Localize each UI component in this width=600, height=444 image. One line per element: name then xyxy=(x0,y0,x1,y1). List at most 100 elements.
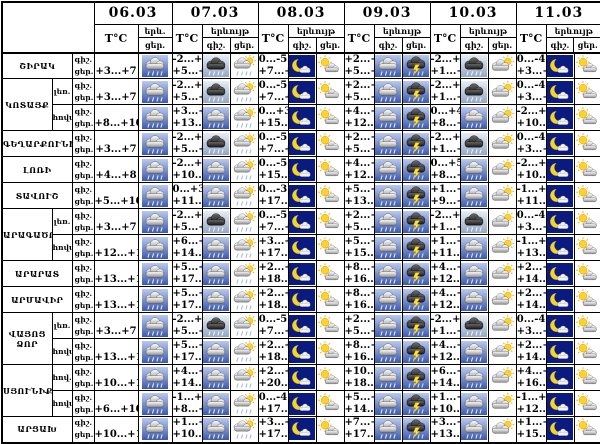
day-sun-cloud-icon xyxy=(315,390,345,417)
temp-cell: +2...+7+14...+17 xyxy=(515,260,547,287)
phenomenon-col-header: երևույթ գիշ. ցեր. xyxy=(373,23,431,53)
temp-cell: +8...+13+16...+19 xyxy=(343,338,375,365)
temp-cell: +1...+4+10...+15 xyxy=(171,416,203,443)
night-day-labels: գիշ. ցեր. xyxy=(71,182,95,209)
night-moon-cloud-icon xyxy=(287,182,317,209)
day-rain-icon xyxy=(137,390,173,417)
day-thunder-icon xyxy=(401,130,431,157)
phenomenon-col-header: երևույթ գիշ. ցեր. xyxy=(459,23,517,53)
day-rain-icon xyxy=(137,104,173,131)
day-sun-cloud-icon xyxy=(573,364,600,391)
day-sun-cloud-icon xyxy=(573,130,600,157)
temp-cell: +7...+12+17...+21 xyxy=(343,416,375,443)
night-rain-icon xyxy=(373,156,403,183)
date-header: 07.03 xyxy=(171,1,259,25)
temp-cell: +1...+6+9...+13 xyxy=(429,182,461,209)
night-dark-rain-icon xyxy=(459,52,489,79)
temp-cell: +2...+6+5...+9 xyxy=(343,312,375,339)
night-day-labels: գիշ. ցեր. xyxy=(71,130,95,157)
day-rain-icon xyxy=(137,286,173,313)
night-moon-cloud-icon xyxy=(545,338,575,365)
night-day-labels: գիշ. ցեր. xyxy=(71,78,95,105)
day-cloud-sun-icon xyxy=(487,156,517,183)
temp-cell: -1...+4+12...+16 xyxy=(515,390,547,417)
day-sun-cloud-rain-icon xyxy=(229,52,259,79)
temp-cell: +5...+10+17...+19 xyxy=(171,286,203,313)
temp-cell: +2...+7+18...+21 xyxy=(257,260,289,287)
temp-cell: +5...+10+17...+19 xyxy=(171,338,203,365)
day-thunder-icon xyxy=(401,182,431,209)
night-dark-rain-icon xyxy=(201,130,231,157)
temp-cell: +2...+7+14...+17 xyxy=(515,338,547,365)
night-moon-cloud-icon xyxy=(545,286,575,313)
temp-cell: 0...+4+8...+10 xyxy=(429,104,461,131)
temp-cell: -2...+2+5...+10 xyxy=(171,208,203,235)
temp-cell: +4...+8 xyxy=(93,156,139,183)
temp-cell: +8...+13+16...+19 xyxy=(343,286,375,313)
region-cell: ՏԱՎՈՒՇ xyxy=(1,182,73,209)
night-dark-rain-icon xyxy=(459,130,489,157)
corner-cell xyxy=(1,1,95,53)
night-rain-icon xyxy=(459,234,489,261)
temp-col-header: T°C xyxy=(343,23,375,53)
day-cloud-sun-icon xyxy=(487,130,517,157)
night-rain-icon xyxy=(201,364,231,391)
day-sun-cloud-icon xyxy=(573,208,600,235)
subheader-row: T°C երև. ցեր. T°C երևույթ գիշ. ցեր. T°C երևույթ գ… xyxy=(2,23,600,53)
temp-cell: +2...+6+5...+9 xyxy=(343,208,375,235)
temp-cell: +5...+10+17...+19 xyxy=(171,260,203,287)
day-sun-cloud-rain-icon xyxy=(229,208,259,235)
temp-cell: -2...+2+1...+5 xyxy=(429,130,461,157)
night-day-labels: գիշ. ցեր. xyxy=(71,156,95,183)
table-row: ԳԵՂԱՐՔՈՒՆԻՔգիշ.ցեր.+3...+7 -2...+2+5...+1… xyxy=(1,130,600,157)
table-row: հովտ.գիշ.ցեր.+13...+16 +5...+10+17...+19 +… xyxy=(2,338,600,365)
day-thunder-icon xyxy=(401,260,431,287)
night-dark-rain-icon xyxy=(459,312,489,339)
day-thunder-icon xyxy=(401,78,431,105)
temp-cell: +2...+7+14...+17 xyxy=(515,286,547,313)
night-day-labels: գիշ. ցեր. xyxy=(71,286,95,313)
temp-cell: +2...+7+18...+21 xyxy=(257,286,289,313)
day-rain-icon xyxy=(137,208,173,235)
day-thunder-icon xyxy=(401,416,431,443)
temp-col-header: T°C xyxy=(257,23,289,53)
temp-cell: -2...+2+1...+5 xyxy=(429,52,461,79)
night-rain-icon xyxy=(459,390,489,417)
day-rain-icon xyxy=(137,130,173,157)
temp-cell: +4...+9+12...+15 xyxy=(429,338,461,365)
night-moon-cloud-icon xyxy=(545,156,575,183)
day-sun-cloud-rain-icon xyxy=(229,338,259,365)
night-rain-icon xyxy=(373,130,403,157)
night-dark-rain-icon xyxy=(201,312,231,339)
region-cell: ԼՈՌԻ xyxy=(1,156,73,183)
night-rain-icon xyxy=(201,286,231,313)
temp-cell: +10...+14+18...+23 xyxy=(343,364,375,391)
day-sun-cloud-icon xyxy=(315,338,345,365)
day-thunder-icon xyxy=(401,234,431,261)
night-rain-icon xyxy=(373,416,403,443)
night-rain-icon xyxy=(459,338,489,365)
temp-cell: +3...+5+17...+20 xyxy=(257,234,289,261)
table-row: հովտ.գիշ.ցեր.+6...+10 -1...+2+8...+13 0...… xyxy=(2,390,600,417)
temp-cell: +10...+15 xyxy=(93,416,139,443)
temp-cell: +8...+13+16...+19 xyxy=(343,260,375,287)
table-row: հովտ.գիշ.ցեր.+8...+10 +3...+6+13...+16 0..… xyxy=(2,104,600,131)
night-day-labels: գիշ. ցեր. xyxy=(71,260,95,287)
night-rain-icon xyxy=(201,338,231,365)
day-sun-cloud-rain-icon xyxy=(229,182,259,209)
day-sun-cloud-icon xyxy=(315,130,345,157)
day-thunder-icon xyxy=(401,52,431,79)
temp-cell: -2...+2+5...+10 xyxy=(171,52,203,79)
night-day-labels: գիշ. ցեր. xyxy=(71,312,95,339)
temp-cell: 0...-5+7...+12 xyxy=(257,52,289,79)
day-cloud-sun-icon xyxy=(487,260,517,287)
night-moon-cloud-icon xyxy=(545,260,575,287)
day-sun-cloud-rain-icon xyxy=(229,260,259,287)
night-moon-cloud-icon xyxy=(545,416,575,443)
temp-cell: +5...+10+13...+17 xyxy=(343,182,375,209)
night-moon-cloud-icon xyxy=(287,390,317,417)
